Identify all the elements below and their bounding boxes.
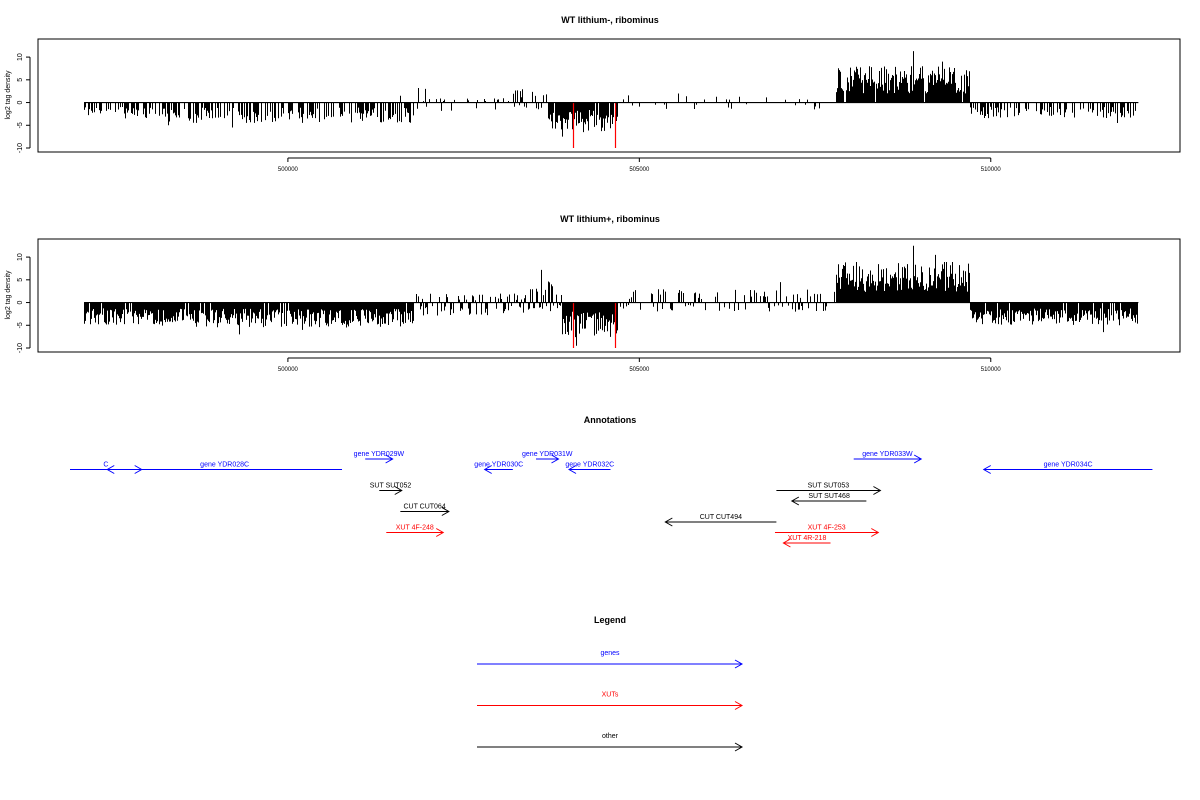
annotation-label: gene YDR033W xyxy=(862,451,913,458)
panel-2-x-axis: 500000 505000 510000 xyxy=(278,357,1002,373)
x-tick-label: 510000 xyxy=(981,367,1002,373)
annotation-label: gene YDR030C xyxy=(474,462,523,469)
annotation-label: C xyxy=(103,462,108,469)
annotation-arrow-head xyxy=(664,517,673,527)
annotation-feature: SUT SUT053 xyxy=(776,483,882,495)
panel-2-ylabel: log2 tag density xyxy=(5,270,12,320)
panel-2-title: WT lithium+, ribominus xyxy=(560,214,660,224)
legend-arrow-head xyxy=(734,742,744,752)
annotation-label: SUT SUT468 xyxy=(808,493,850,500)
annotation-arrow-head xyxy=(385,454,394,464)
legend-item-other: other xyxy=(477,733,744,752)
x-tick-label: 505000 xyxy=(629,367,650,373)
legend-arrow-head xyxy=(734,659,744,669)
annotation-arrow-head xyxy=(873,486,882,495)
annotation-arrow-head xyxy=(782,538,791,548)
annotation-feature: CUT CUT064 xyxy=(400,504,450,516)
annotation-arrow-head xyxy=(394,486,403,495)
annotation-feature: gene YDR033W xyxy=(853,451,923,464)
annotation-arrow-head xyxy=(871,528,880,537)
y-tick-label: 10 xyxy=(17,53,24,61)
panel-1-x-axis: 500000 505000 510000 xyxy=(278,157,1002,173)
annotation-arrow-head xyxy=(790,496,800,506)
panel-1-y-axis: -10 -5 0 5 10 xyxy=(17,53,31,153)
y-tick-label: 5 xyxy=(17,78,24,82)
panel-lithium-plus: WT lithium+, ribominus log2 tag density … xyxy=(5,214,1181,373)
annotation-label: SUT SUT053 xyxy=(808,483,850,490)
annotation-feature: gene YDR032C xyxy=(565,462,614,474)
legend-items: genes XUTs other xyxy=(477,650,744,752)
panel-1-ylabel: log2 tag density xyxy=(5,70,12,120)
x-tick-label: 505000 xyxy=(629,167,650,173)
annotation-feature: gene YDR031W xyxy=(522,451,573,464)
annotation-label: XUT 4F-248 xyxy=(396,525,434,532)
x-tick-label: 500000 xyxy=(278,367,299,373)
annotation-label: gene YDR029W xyxy=(354,451,405,458)
annotation-feature: C xyxy=(70,462,143,474)
annotation-label: XUT 4R-218 xyxy=(788,535,827,542)
annotation-arrow-head xyxy=(435,528,445,537)
panel-1-title: WT lithium-, ribominus xyxy=(561,15,659,25)
y-tick-label: 0 xyxy=(17,300,24,304)
annotation-feature: XUT 4F-248 xyxy=(386,525,445,537)
legend-label: XUTs xyxy=(602,692,619,699)
y-tick-label: 0 xyxy=(17,100,24,104)
panel-2-density-bars xyxy=(84,245,1139,348)
annotation-label: gene YDR031W xyxy=(522,451,573,458)
annotation-arrow-head xyxy=(106,465,115,474)
annotation-feature: CUT CUT494 xyxy=(664,514,777,527)
legend: Legend genes XUTs other xyxy=(477,615,744,752)
annotation-feature: XUT 4F-253 xyxy=(774,525,880,537)
y-tick-label: 5 xyxy=(17,278,24,282)
panel-2-y-axis: -10 -5 0 5 10 xyxy=(17,253,31,353)
annotation-label: CUT CUT064 xyxy=(403,504,445,511)
y-tick-label: -5 xyxy=(17,322,24,328)
annotation-feature: gene YDR029W xyxy=(354,451,405,464)
annotation-arrow-head xyxy=(982,465,991,474)
annotation-feature: gene YDR034C xyxy=(982,462,1153,474)
annotation-feature: gene YDR030C xyxy=(474,462,523,474)
annotations-title: Annotations xyxy=(584,415,637,425)
x-tick-label: 510000 xyxy=(981,167,1002,173)
annotation-label: SUT SUT052 xyxy=(370,483,412,490)
panel-lithium-minus: WT lithium-, ribominus log2 tag density … xyxy=(5,15,1181,173)
annotation-arrow-head xyxy=(913,454,923,464)
annotation-label: CUT CUT494 xyxy=(700,514,742,521)
annotation-feature: SUT SUT052 xyxy=(370,483,412,495)
y-tick-label: -5 xyxy=(17,122,24,128)
annotation-label: gene YDR032C xyxy=(565,462,614,469)
annotation-label: XUT 4F-253 xyxy=(808,525,846,532)
legend-item-xut: XUTs xyxy=(477,692,744,710)
panel-1-density-bars xyxy=(84,51,1139,148)
annotation-label: gene YDR028C xyxy=(200,462,249,469)
y-tick-label: 10 xyxy=(17,253,24,261)
annotation-arrow-head xyxy=(551,454,560,464)
legend-title: Legend xyxy=(594,615,626,625)
legend-label: genes xyxy=(600,650,620,657)
annotation-arrow-head xyxy=(568,465,577,474)
y-tick-label: -10 xyxy=(17,343,24,353)
legend-arrow-head xyxy=(734,701,744,710)
annotation-feature: XUT 4R-218 xyxy=(782,535,831,548)
x-tick-label: 500000 xyxy=(278,167,299,173)
annotation-arrow-head xyxy=(441,507,450,516)
legend-item-gene: genes xyxy=(477,650,744,669)
panel-1-frame xyxy=(37,38,1181,153)
annotation-feature: gene YDR028C xyxy=(106,462,343,474)
panel-2-frame xyxy=(37,238,1181,353)
y-tick-label: -10 xyxy=(17,143,24,153)
legend-label: other xyxy=(602,733,619,740)
annotation-feature: SUT SUT468 xyxy=(790,493,867,506)
annotation-label: gene YDR034C xyxy=(1044,462,1093,469)
annotation-arrow-head xyxy=(483,465,492,474)
